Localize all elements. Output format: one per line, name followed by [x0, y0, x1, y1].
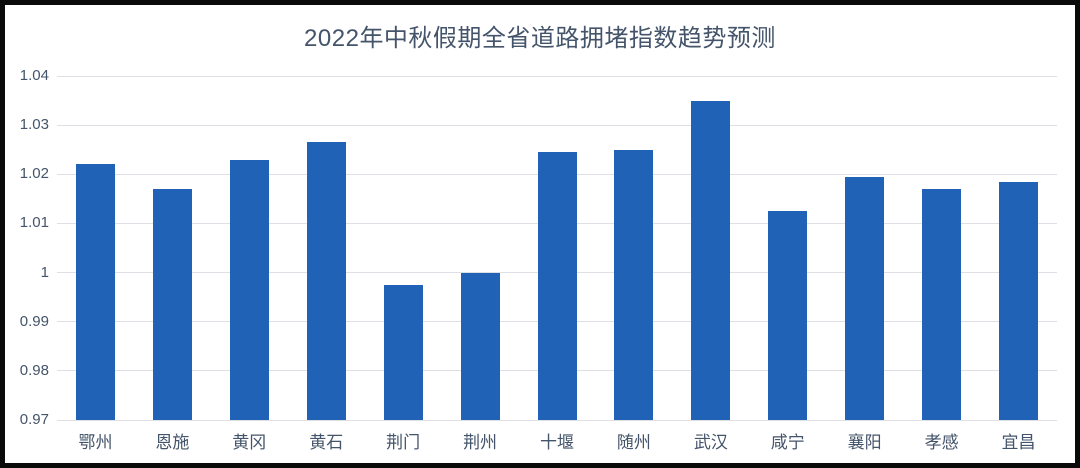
x-tick-label-荆门: 荆门 — [386, 433, 421, 452]
y-tick-label-0.98: 0.98 — [19, 361, 49, 379]
gridline-1.03 — [57, 124, 1057, 126]
x-tick-label-武汉: 武汉 — [693, 433, 728, 452]
bar-十堰 — [537, 152, 577, 420]
y-tick-label-1.02: 1.02 — [19, 165, 49, 183]
bar-荆州 — [460, 272, 500, 420]
gridline-0.97 — [57, 419, 1057, 421]
y-tick-label-0.99: 0.99 — [19, 312, 49, 330]
x-tick-label-十堰: 十堰 — [539, 433, 574, 452]
x-tick-label-襄阳: 襄阳 — [847, 433, 882, 452]
y-tick-label-1.01: 1.01 — [19, 214, 49, 232]
bar-襄阳 — [845, 176, 885, 420]
bar-孝感 — [922, 189, 962, 420]
y-tick-label-0.97: 0.97 — [19, 411, 49, 428]
bar-黄冈 — [229, 159, 269, 420]
bar-恩施 — [152, 189, 192, 420]
bar-荆门 — [383, 284, 423, 420]
bar-黄石 — [306, 142, 346, 420]
x-tick-label-黄冈: 黄冈 — [232, 433, 267, 452]
y-tick-label-1: 1 — [40, 263, 49, 281]
y-tick-label-1.03: 1.03 — [19, 116, 49, 134]
x-tick-label-咸宁: 咸宁 — [770, 433, 805, 452]
bar-咸宁 — [768, 211, 808, 420]
y-axis-labels: 0.97 0.98 0.99 1 1.01 1.02 1.03 1.04 — [5, 67, 49, 428]
x-tick-label-荆州: 荆州 — [463, 433, 498, 452]
x-tick-label-鄂州: 鄂州 — [78, 433, 113, 452]
bar-武汉 — [691, 100, 731, 420]
y-tick-label-1.04: 1.04 — [19, 67, 49, 84]
x-tick-label-黄石: 黄石 — [309, 433, 344, 452]
x-tick-label-孝感: 孝感 — [924, 433, 959, 452]
x-tick-label-随州: 随州 — [616, 433, 651, 452]
bar-随州 — [614, 149, 654, 420]
gridline-1.04 — [57, 75, 1057, 77]
x-tick-label-恩施: 恩施 — [155, 433, 190, 452]
bar-宜昌 — [999, 181, 1039, 420]
plot-area — [57, 75, 1057, 421]
x-axis-labels: 鄂州 恩施 黄冈 黄石 荆门 荆州 十堰 随州 武汉 咸宁 襄阳 孝感 宜昌 — [57, 429, 1057, 457]
bar-鄂州 — [75, 164, 115, 420]
x-tick-label-宜昌: 宜昌 — [1001, 433, 1036, 452]
chart-title: 2022年中秋假期全省道路拥堵指数趋势预测 — [304, 25, 776, 52]
